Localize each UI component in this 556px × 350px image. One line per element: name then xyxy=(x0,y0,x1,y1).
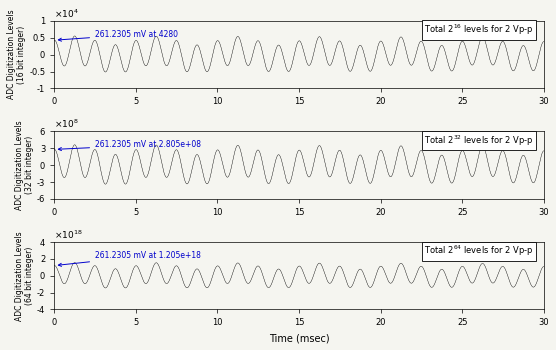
Text: 261.2305 mV at 2.805e+08: 261.2305 mV at 2.805e+08 xyxy=(58,140,201,150)
Text: Total 2$^{16}$ levels for 2 Vp-p: Total 2$^{16}$ levels for 2 Vp-p xyxy=(424,23,534,37)
Text: 261.2305 mV at 1.205e+18: 261.2305 mV at 1.205e+18 xyxy=(58,251,201,266)
Text: $\times 10^{8}$: $\times 10^{8}$ xyxy=(54,118,79,130)
Text: $\times 10^{4}$: $\times 10^{4}$ xyxy=(54,7,79,20)
Y-axis label: ADC Digitization Levels
(16 bit integer): ADC Digitization Levels (16 bit integer) xyxy=(7,10,26,99)
X-axis label: Time (msec): Time (msec) xyxy=(269,333,329,343)
Text: $\times 10^{18}$: $\times 10^{18}$ xyxy=(54,228,83,241)
Y-axis label: ADC Digitization Levels
(64 bit integer): ADC Digitization Levels (64 bit integer) xyxy=(15,231,34,321)
Text: 261.2305 mV at 4280: 261.2305 mV at 4280 xyxy=(58,30,178,41)
Text: Total 2$^{32}$ levels for 2 Vp-p: Total 2$^{32}$ levels for 2 Vp-p xyxy=(424,133,534,148)
Y-axis label: ADC Digitization Levels
(32 bit integer): ADC Digitization Levels (32 bit integer) xyxy=(14,120,34,210)
Text: Total 2$^{64}$ levels for 2 Vp-p: Total 2$^{64}$ levels for 2 Vp-p xyxy=(424,244,534,258)
